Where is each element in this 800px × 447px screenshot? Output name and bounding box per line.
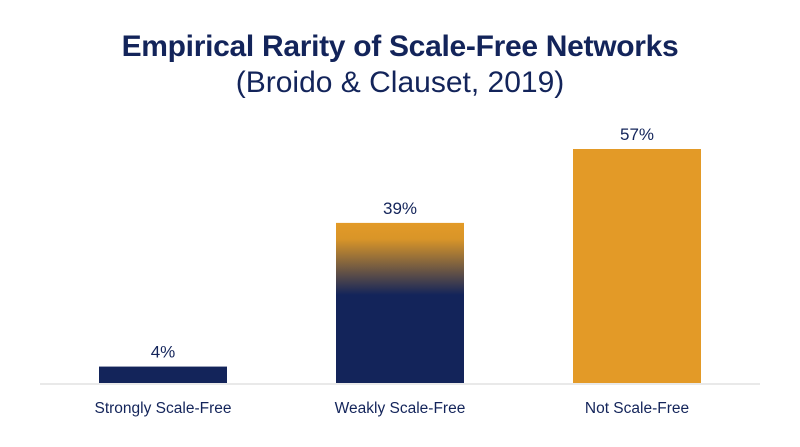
bars-group <box>99 149 701 383</box>
chart-subtitle: (Broido & Clauset, 2019) <box>235 66 565 99</box>
bar-strongly-scale-free <box>99 366 227 383</box>
category-labels-group: Strongly Scale-Free Weakly Scale-Free Not … <box>95 400 690 417</box>
bar-weakly-scale-free <box>336 222 464 383</box>
category-label-weakly-scale-free: Weakly Scale-Free <box>335 400 466 417</box>
value-label-not-scale-free: 57% <box>620 125 654 144</box>
chart-title: Empirical Rarity of Scale-Free Networks <box>121 30 679 63</box>
category-label-strongly-scale-free: Strongly Scale-Free <box>95 400 232 417</box>
value-label-strongly-scale-free: 4% <box>151 343 176 362</box>
value-labels-group: 4% 39% 57% <box>151 125 654 362</box>
value-label-weakly-scale-free: 39% <box>383 199 417 218</box>
bar-not-scale-free <box>573 149 701 383</box>
category-label-not-scale-free: Not Scale-Free <box>585 400 689 417</box>
